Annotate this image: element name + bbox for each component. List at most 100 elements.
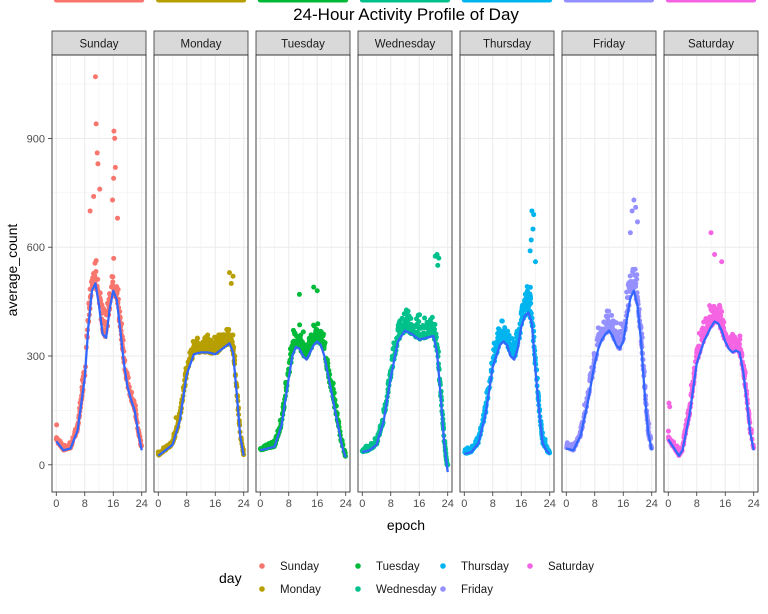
data-point bbox=[737, 334, 742, 339]
x-tick-label: 0 bbox=[461, 498, 467, 510]
legend-key bbox=[527, 563, 533, 569]
data-point bbox=[529, 237, 534, 242]
legend-key bbox=[259, 586, 265, 592]
data-point bbox=[505, 329, 510, 334]
legend-item-tuesday: Tuesday bbox=[355, 561, 420, 573]
data-point bbox=[435, 263, 440, 268]
gridlines bbox=[154, 55, 248, 492]
data-point bbox=[115, 216, 120, 221]
data-point bbox=[633, 267, 638, 272]
data-point bbox=[719, 259, 724, 264]
legend-key bbox=[355, 586, 361, 592]
gridlines bbox=[664, 55, 758, 492]
data-point bbox=[528, 296, 533, 301]
legend-label: Monday bbox=[280, 584, 321, 596]
data-point bbox=[416, 319, 421, 324]
data-point bbox=[94, 258, 99, 263]
x-tick-label: 0 bbox=[359, 498, 365, 510]
data-point bbox=[417, 312, 422, 317]
data-point bbox=[331, 381, 336, 386]
data-point bbox=[301, 329, 306, 334]
data-point bbox=[229, 281, 234, 286]
x-tick-label: 8 bbox=[592, 498, 598, 510]
data-point bbox=[174, 415, 179, 420]
y-tick-label: 900 bbox=[27, 133, 45, 145]
facet-strip-label: Thursday bbox=[483, 39, 531, 51]
data-point bbox=[631, 198, 636, 203]
legend-key bbox=[440, 586, 446, 592]
data-point bbox=[110, 198, 115, 203]
data-point bbox=[628, 274, 633, 279]
facet-monday: Monday0 8 16 24 bbox=[154, 0, 250, 510]
data-point bbox=[315, 321, 320, 326]
data-point bbox=[323, 340, 328, 345]
data-point bbox=[633, 205, 638, 210]
x-tick-label: 16 bbox=[311, 498, 323, 510]
data-point bbox=[500, 319, 505, 324]
x-tick-label: 16 bbox=[107, 498, 119, 510]
data-point bbox=[195, 336, 200, 341]
data-point bbox=[719, 309, 724, 314]
legend-title: day bbox=[219, 570, 242, 586]
data-point bbox=[533, 259, 538, 264]
data-point bbox=[406, 309, 411, 314]
data-point bbox=[111, 129, 116, 134]
x-tick-label: 8 bbox=[286, 498, 292, 510]
facet-strip-label: Friday bbox=[593, 39, 625, 51]
facet-strip-label: Sunday bbox=[79, 39, 118, 51]
x-tick-label: 24 bbox=[442, 498, 454, 510]
data-point bbox=[110, 274, 115, 279]
data-point bbox=[530, 227, 535, 232]
y-tick-label: 300 bbox=[27, 351, 45, 363]
x-tick-label: 24 bbox=[238, 498, 250, 510]
data-point bbox=[606, 309, 611, 314]
data-point bbox=[528, 285, 533, 290]
data-point bbox=[112, 136, 117, 141]
facet-strip-label: Saturday bbox=[688, 39, 734, 51]
data-point bbox=[432, 322, 437, 327]
data-point bbox=[110, 279, 115, 284]
data-point bbox=[721, 320, 726, 325]
data-point bbox=[297, 292, 302, 297]
legend-item-wednesday: Wednesday bbox=[355, 584, 437, 596]
data-point bbox=[430, 315, 435, 320]
legend-label: Saturday bbox=[548, 561, 594, 573]
legend-item-thursday: Thursday bbox=[440, 561, 509, 573]
y-tick-label: 600 bbox=[27, 242, 45, 254]
data-point bbox=[94, 121, 99, 126]
x-tick-label: 24 bbox=[544, 498, 556, 510]
data-point bbox=[634, 272, 639, 277]
data-point bbox=[321, 332, 326, 337]
data-point bbox=[95, 150, 100, 155]
legend-item-sunday: Sunday bbox=[259, 561, 319, 573]
data-point bbox=[97, 187, 102, 192]
data-point bbox=[227, 270, 232, 275]
data-point bbox=[666, 429, 671, 434]
facet-wednesday: Wednesday0 8 16 24 bbox=[358, 0, 454, 510]
gridlines bbox=[256, 55, 350, 492]
data-point bbox=[95, 161, 100, 166]
data-point bbox=[528, 248, 533, 253]
data-point bbox=[111, 256, 116, 261]
data-point bbox=[311, 285, 316, 290]
gridlines bbox=[562, 55, 656, 492]
data-point bbox=[436, 256, 441, 261]
data-point bbox=[230, 333, 235, 338]
data-point bbox=[422, 316, 427, 321]
x-tick-label: 16 bbox=[617, 498, 629, 510]
chart-title: 24-Hour Activity Profile of Day bbox=[293, 5, 519, 24]
legend-key bbox=[440, 563, 446, 569]
data-point bbox=[614, 320, 619, 325]
x-tick-label: 16 bbox=[515, 498, 527, 510]
x-tick-label: 8 bbox=[694, 498, 700, 510]
data-point bbox=[709, 230, 714, 235]
legend-item-monday: Monday bbox=[259, 584, 321, 596]
facets: Sunday0 8 16 24Monday0 8 16 24Tuesday0 8 16 24Wed… bbox=[52, 0, 760, 510]
data-point bbox=[531, 212, 536, 217]
data-point bbox=[95, 277, 100, 282]
